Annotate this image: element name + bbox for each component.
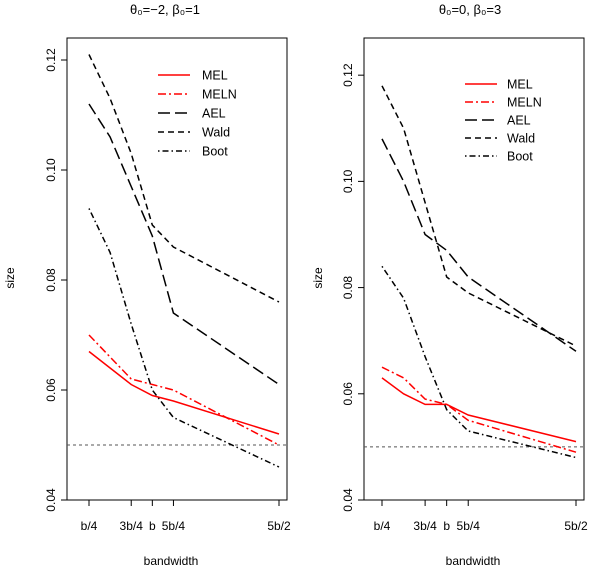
x-tick-label: 3b/4: [413, 519, 437, 533]
x-axis-label: bandwidth: [144, 554, 199, 568]
series-line-wald: [381, 85, 577, 347]
legend-label: MEL: [507, 78, 533, 92]
series-line-boot: [88, 208, 280, 468]
legend-label: Wald: [507, 132, 535, 146]
panel-1: θ₀=−2, β₀=10.040.060.080.100.12b/4 3b/4 b 5…: [3, 2, 291, 568]
legend-label: Wald: [202, 126, 230, 140]
series-line-ael: [88, 103, 280, 386]
chart-title: θ₀=0, β₀=3: [439, 2, 501, 17]
legend: MEL MELN AEL Wald Boot: [465, 78, 542, 164]
legend-label: MEL: [202, 69, 228, 83]
series-line-mel: [88, 350, 280, 435]
x-tick-label: 3b/4: [120, 519, 144, 533]
legend-label: MELN: [507, 96, 542, 110]
plot-frame: [363, 37, 585, 501]
y-tick-label: 0.04: [44, 488, 58, 512]
legend-label: MELN: [202, 88, 237, 102]
y-tick-label: 0.12: [341, 63, 355, 87]
x-tick-label: 5b/2: [267, 519, 291, 533]
series-line-ael: [381, 138, 577, 352]
legend-label: Boot: [202, 145, 228, 159]
x-tick-label: 5b/4: [162, 519, 186, 533]
y-axis-label: size: [311, 267, 325, 289]
y-tick-label: 0.04: [341, 488, 355, 512]
series-line-meln: [381, 366, 577, 453]
series-line-mel: [381, 377, 577, 443]
x-tick-label: 5b/4: [457, 519, 481, 533]
y-tick-label: 0.10: [44, 158, 58, 182]
y-tick-label: 0.12: [44, 48, 58, 72]
x-tick-label: 5b/2: [564, 519, 588, 533]
y-tick-label: 0.06: [44, 378, 58, 402]
legend-label: AEL: [507, 114, 531, 128]
panel-2: θ₀=0, β₀=3 0.04 0.06 0.08 0.10 0.12 b/4 3b/4 b 5b…: [311, 2, 588, 568]
plot-frame: [66, 37, 288, 501]
y-tick-label: 0.08: [44, 268, 58, 292]
series-line-wald: [88, 54, 280, 303]
legend-label: Boot: [507, 150, 533, 164]
y-axis-label: size: [3, 267, 17, 289]
chart-title: θ₀=−2, β₀=1: [130, 2, 200, 17]
x-tick-label: b: [443, 519, 450, 533]
legend-label: AEL: [202, 107, 226, 121]
x-axis-label: bandwidth: [446, 554, 501, 568]
x-tick-label: b/4: [81, 519, 98, 533]
y-tick-label: 0.10: [341, 169, 355, 193]
y-tick-label: 0.06: [341, 382, 355, 406]
series-line-meln: [88, 334, 280, 446]
y-tick-label: 0.08: [341, 276, 355, 300]
x-tick-label: b: [149, 519, 156, 533]
series-line-boot: [381, 265, 577, 459]
x-tick-label: b/4: [374, 519, 391, 533]
legend: MEL MELN AEL Wald Boot: [158, 69, 237, 159]
